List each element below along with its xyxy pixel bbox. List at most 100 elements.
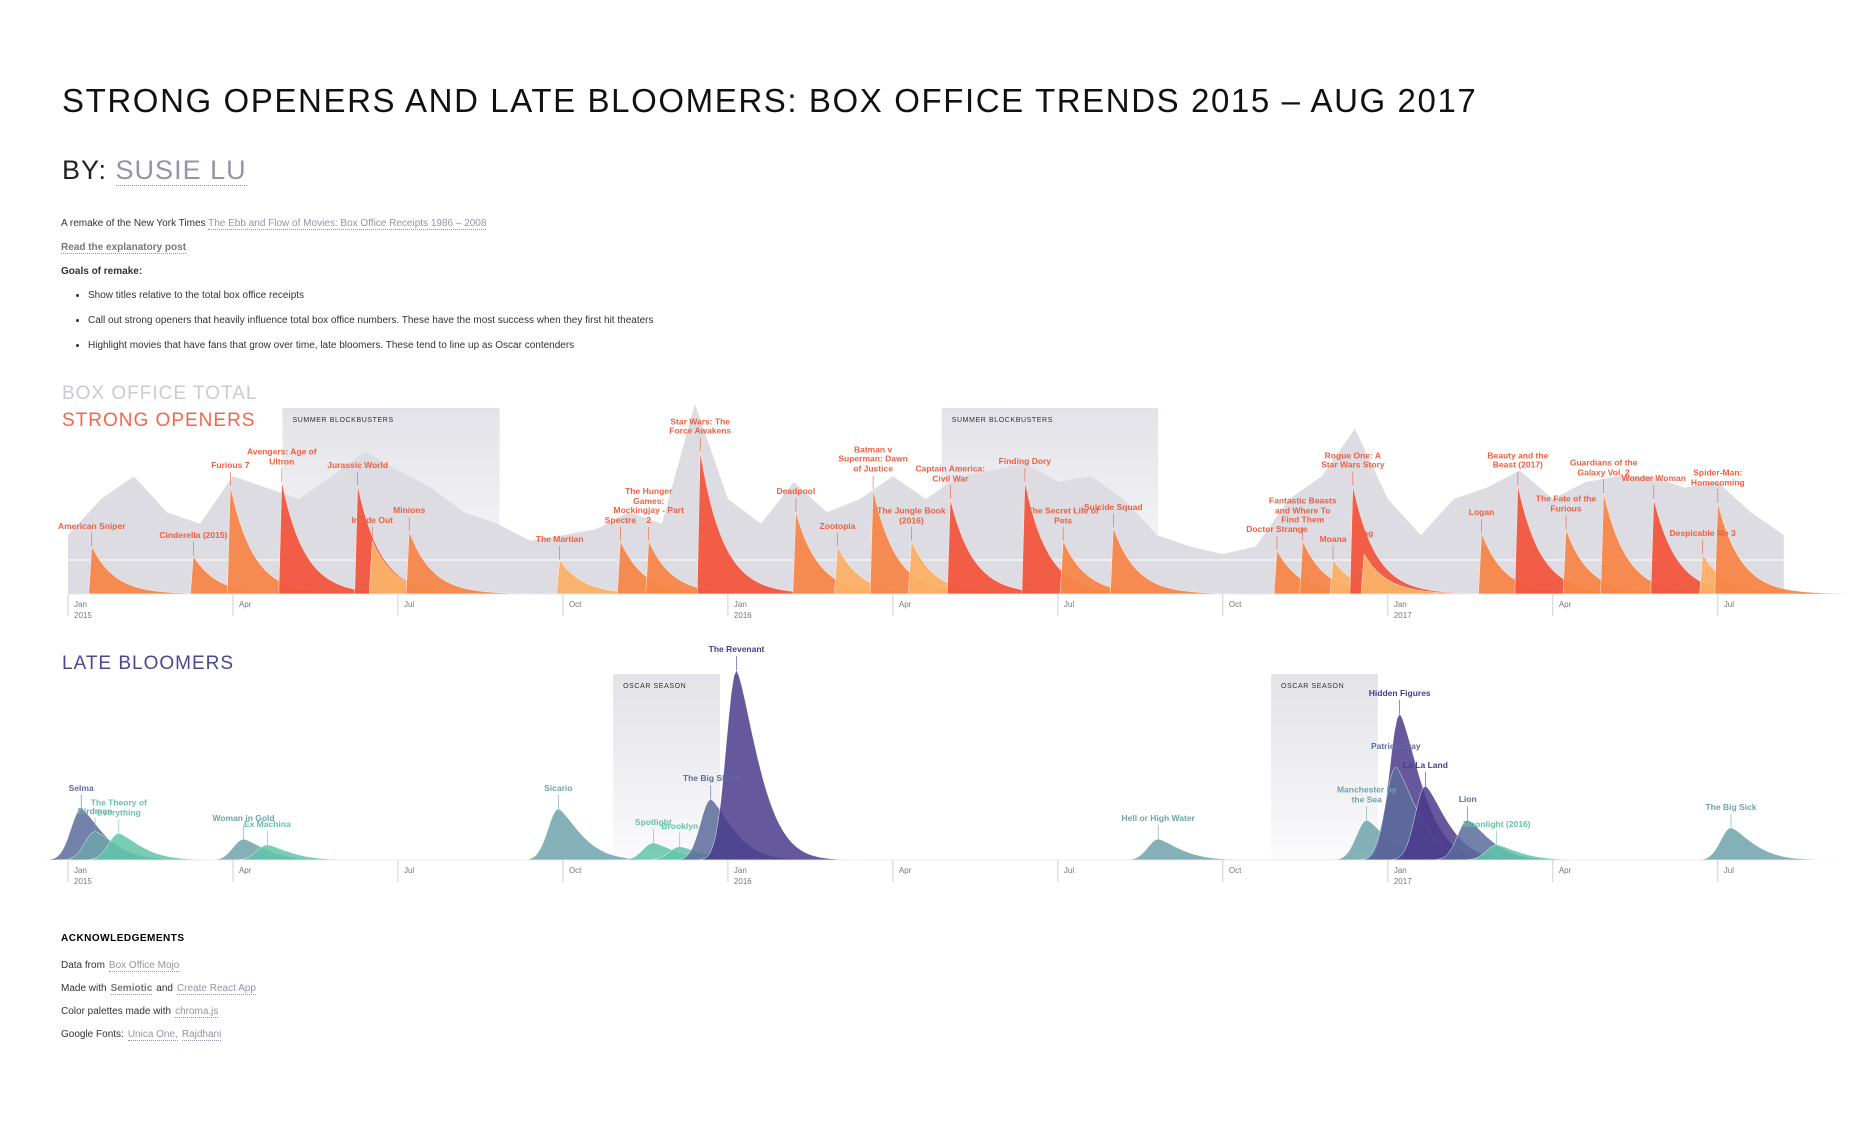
ack-line: Data from Box Office Mojo [61,960,256,972]
x-tick-label: Jan [74,600,87,609]
movie-label: American Sniper [57,520,126,531]
movie-label: Inside Out [351,515,393,526]
ack-link[interactable]: Create React App [176,983,256,995]
ack-link[interactable]: Unica One, [127,1029,178,1041]
ack-link-wrap: chroma.js [175,1006,219,1018]
goal-item: Show titles relative to the total box of… [88,290,961,301]
author-link[interactable]: SUSIE LU [115,155,247,186]
byline: BY: SUSIE LU [62,155,247,186]
movie-label: Zootopia [819,520,856,531]
movie-label: The Theory of Everything [90,797,147,818]
season-label: OSCAR SEASON [623,683,686,690]
movie-label: The Martian [535,534,584,545]
movie-label: Furious 7 [211,459,250,470]
movie-label: The Big Short [682,773,739,784]
x-tick-label: Apr [1559,866,1572,875]
movie-label: Batman v Superman: Dawn of Justice [838,444,908,474]
movie-area [405,531,542,595]
movie-label: Avengers: Age of Ultron [246,446,317,467]
movie-label: Moana [1319,534,1347,545]
total-legend: BOX OFFICE TOTAL [62,383,258,404]
ack-text: Made with [61,983,107,994]
movie-area [696,669,869,861]
movie-label: Spectre [604,515,636,526]
ack-link[interactable]: Semiotic [110,983,153,995]
movie-label: Patriots Day [1370,741,1421,752]
movie-label: Doctor Strange [1246,524,1308,535]
post-link[interactable]: Read the explanatory post [61,242,187,254]
remake-link[interactable]: The Ebb and Flow of Movies: Box Office R… [208,218,487,230]
x-tick-label: Jul [1724,600,1734,609]
movie-label: The Secret Life of Pets [1027,505,1099,526]
movie-area [1349,485,1485,595]
movie-label: Sicario [544,782,573,793]
movie-label: Guardians of the Galaxy Vol. 2 [1569,457,1638,478]
ack-link[interactable]: chroma.js [175,1006,219,1018]
x-tick-label: Apr [1559,600,1572,609]
remake-note: A remake of the New York Times The Ebb a… [61,218,961,230]
movie-label: Cinderella (2015) [159,530,228,541]
goal-item: Highlight movies that have fans that gro… [88,340,961,351]
x-tick-label: Oct [569,600,582,609]
remake-prefix: A remake of the New York Times [61,218,206,229]
ack-link-wrap: Create React App [176,983,256,995]
x-tick-label: Jan [1394,866,1407,875]
movie-label: Hidden Figures [1368,687,1431,698]
x-tick-label: Jul [1064,600,1074,609]
movie-label: Jurassic World [327,459,389,470]
x-tick-year: 2015 [74,611,92,620]
ack-text: Data from [61,960,105,971]
movie-area [1118,838,1291,861]
movie-label: The Fate of the Furious [1535,493,1597,514]
acknowledgements: ACKNOWLEDGEMENTS Data from Box Office Moj… [61,933,256,1052]
x-tick-label: Jul [404,600,414,609]
movie-label: The Revenant [708,644,765,655]
ack-text: and [156,983,173,994]
intro: A remake of the New York Times The Ebb a… [61,218,961,365]
movie-label: The Big Sick [1705,801,1757,812]
movie-label: Spotlight [634,817,672,828]
movie-label: Birdman [77,805,113,816]
movie-label: Lion [1458,794,1477,805]
x-tick-label: Apr [899,600,912,609]
x-tick-label: Apr [239,600,252,609]
chart-title: STRONG OPENERS [62,410,256,431]
movie-label: Despicable Me 3 [1669,528,1736,539]
ack-link-wrap: Unica One, [127,1029,178,1041]
x-tick-label: Oct [1229,600,1242,609]
ack-link[interactable]: Box Office Mojo [108,960,180,972]
movie-label: Logan [1468,507,1495,518]
movie-label: Suicide Squad [1084,501,1143,512]
movie-label: Moonlight (2016) [1462,819,1531,830]
ack-line: Google Fonts: Unica One, Rajdhani [61,1029,256,1041]
ack-line: Made with Semiotic and Create React App [61,983,256,995]
season-label: SUMMER BLOCKBUSTERS [952,417,1053,424]
ack-line: Color palettes made with chroma.js [61,1006,256,1018]
movie-label: Star Wars: The Force Awakens [669,415,732,436]
x-tick-label: Jan [74,866,87,875]
movie-label: Minions [393,505,426,516]
x-tick-label: Jul [404,866,414,875]
movie-label: Beauty and the Beast (2017) [1487,450,1549,470]
x-tick-label: Jan [1394,600,1407,609]
ack-text: Color palettes made with [61,1006,172,1017]
movie-label: Deadpool [776,486,816,497]
movie-label: Hell or High Water [1121,813,1195,824]
movie-label: Selma [68,782,94,793]
x-tick-label: Apr [899,866,912,875]
movie-label: Fantastic Beasts and Where To Find Them [1268,495,1337,526]
x-tick-year: 2017 [1394,611,1412,620]
byline-prefix: BY: [62,155,108,185]
season-label: SUMMER BLOCKBUSTERS [292,417,393,424]
ack-link-wrap: Rajdhani [181,1029,222,1041]
x-tick-label: Jul [1724,866,1734,875]
x-tick-label: Jan [734,600,747,609]
movie-label: Finding Dory [998,456,1052,467]
movie-label: Manchester by the Sea [1336,784,1397,805]
x-tick-label: Jul [1064,866,1074,875]
goals-list: Show titles relative to the total box of… [61,290,961,351]
ack-link[interactable]: Rajdhani [181,1029,222,1041]
ack-link-wrap: Semiotic [110,983,153,995]
